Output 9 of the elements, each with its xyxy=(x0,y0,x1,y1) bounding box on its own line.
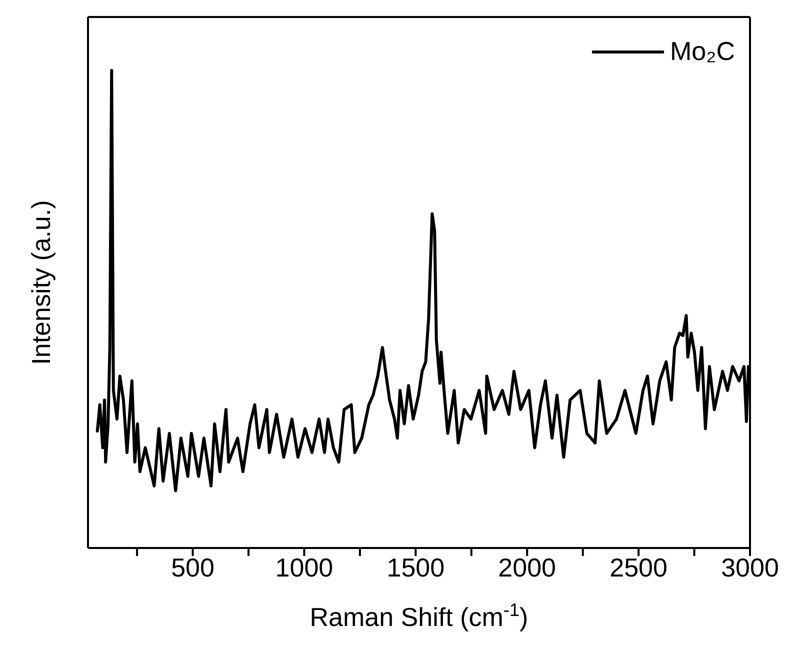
x-tick-label: 1000 xyxy=(275,552,334,582)
x-tick-label: 1500 xyxy=(386,552,445,582)
x-tick-label: 2000 xyxy=(498,552,556,582)
x-axis-title: Raman Shift (cm$^{-1}$) xyxy=(310,600,528,632)
x-tick-label: 2500 xyxy=(610,552,668,582)
legend-label: Mo₂C xyxy=(670,36,735,67)
x-tick-label: 3000 xyxy=(721,552,779,582)
x-tick-label: 500 xyxy=(171,552,214,582)
y-axis-title: Intensity (a.u.) xyxy=(26,200,56,365)
